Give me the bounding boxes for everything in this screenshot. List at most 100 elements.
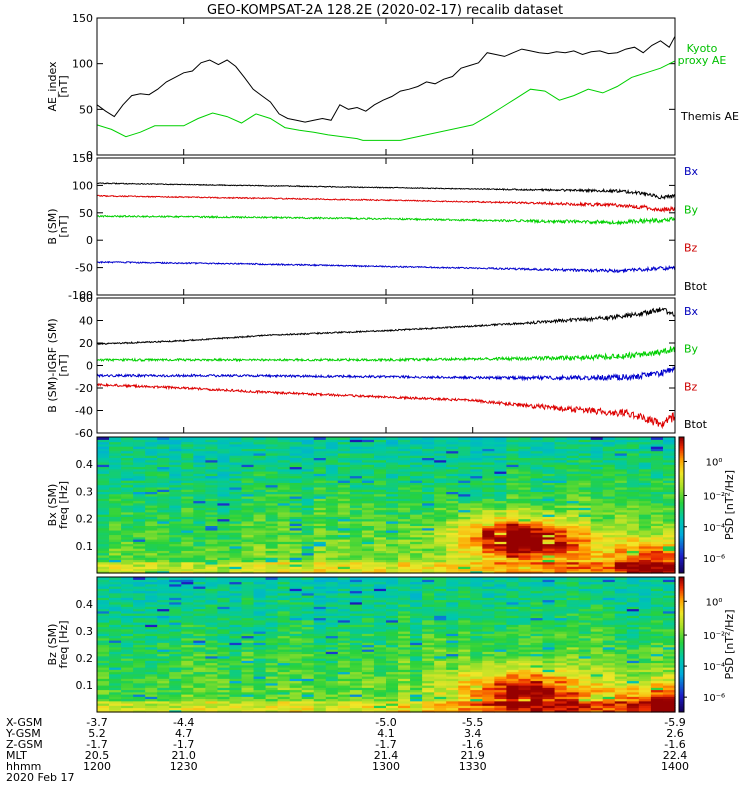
spectrogram-cell bbox=[361, 518, 375, 522]
spectrogram-cell bbox=[566, 525, 580, 529]
spectrogram-cell bbox=[301, 604, 315, 607]
spectrogram-cell bbox=[542, 557, 556, 560]
spectrogram-cell bbox=[506, 511, 520, 515]
spectrogram-cell bbox=[109, 461, 122, 465]
spectrogram-cell bbox=[578, 500, 592, 504]
spectrogram-cell bbox=[530, 548, 544, 551]
spectrogram-cell bbox=[578, 541, 592, 545]
spectrogram-cell bbox=[337, 651, 351, 655]
spectrogram-cell bbox=[458, 557, 471, 560]
spectrogram-cell bbox=[554, 500, 568, 504]
spectrogram-cell bbox=[217, 579, 231, 583]
spectrogram-cell bbox=[217, 599, 231, 603]
spectrogram-cell bbox=[361, 507, 375, 511]
spectrogram-cell bbox=[361, 694, 375, 697]
spectrogram-cell bbox=[121, 461, 134, 465]
spectrogram-cell bbox=[181, 615, 194, 619]
spectrogram-cell bbox=[386, 694, 399, 697]
spectrogram-cell bbox=[446, 554, 459, 558]
colorbar-bin bbox=[679, 447, 684, 450]
spectrogram-cell bbox=[253, 561, 267, 565]
spectrogram-cell bbox=[181, 480, 194, 483]
spectrogram-cell bbox=[530, 473, 544, 477]
spectrogram-cell bbox=[349, 452, 363, 456]
spectrogram-cell bbox=[193, 480, 206, 483]
spectrogram-cell bbox=[614, 550, 628, 554]
spectrogram-cell bbox=[217, 486, 231, 490]
spectrogram-cell bbox=[169, 642, 182, 646]
spectrogram-cell bbox=[97, 455, 110, 458]
spectrogram-cell bbox=[169, 619, 182, 623]
spectrogram-cell bbox=[337, 581, 351, 585]
spectrogram-cell bbox=[253, 552, 267, 556]
spectrogram-cell bbox=[386, 680, 399, 684]
spectrogram-cell bbox=[157, 525, 170, 529]
spectrogram-cell bbox=[398, 696, 411, 700]
spectrogram-cell bbox=[638, 457, 652, 461]
spectrogram-cell bbox=[602, 452, 616, 456]
spectrogram-cell bbox=[241, 557, 255, 560]
spectrogram-cell bbox=[506, 489, 520, 492]
spectrogram-cell bbox=[301, 676, 315, 679]
spectrogram-cell bbox=[229, 505, 243, 508]
spectrogram-cell bbox=[193, 649, 206, 652]
spectrogram-cell bbox=[422, 443, 435, 447]
spectrogram-cell bbox=[301, 705, 315, 709]
spectrogram-cell bbox=[289, 637, 303, 641]
spectrogram-cell bbox=[133, 617, 146, 621]
spectrogram-cell bbox=[470, 493, 483, 497]
spectrogram-cell bbox=[289, 520, 303, 524]
spectrogram-cell bbox=[662, 548, 676, 551]
spectrogram-cell bbox=[386, 518, 399, 522]
spectrogram-cell bbox=[277, 633, 291, 637]
spectrogram-cell bbox=[386, 568, 399, 572]
spectrogram-cell bbox=[650, 461, 664, 465]
spectrogram-cell bbox=[121, 655, 134, 659]
spectrogram-cell bbox=[229, 477, 243, 481]
spectrogram-cell bbox=[253, 613, 267, 616]
spectrogram-cell bbox=[181, 520, 194, 524]
spectrogram-cell bbox=[325, 601, 339, 605]
spectrogram-cell bbox=[373, 680, 387, 684]
spectrogram-cell bbox=[578, 446, 592, 449]
spectrogram-cell bbox=[446, 466, 459, 470]
spectrogram-cell bbox=[313, 671, 327, 675]
spectrogram-cell bbox=[626, 448, 640, 452]
spectrogram-cell bbox=[289, 502, 303, 506]
spectrogram-cell bbox=[289, 577, 303, 580]
spectrogram-cell bbox=[241, 653, 255, 657]
spectrogram-cell bbox=[662, 529, 676, 533]
spectrogram-cell bbox=[157, 500, 170, 504]
spectrogram-cell bbox=[289, 709, 303, 713]
spectrogram-cell bbox=[181, 568, 194, 572]
spectrogram-cell bbox=[217, 527, 231, 531]
spectrogram-cell bbox=[349, 554, 363, 558]
spectrogram-cell bbox=[277, 525, 291, 529]
spectrogram-cell bbox=[313, 570, 327, 574]
spectrogram-cell bbox=[518, 446, 532, 449]
spectrogram-cell bbox=[145, 459, 158, 463]
spectrogram-cell bbox=[554, 450, 568, 454]
spectrogram-cell bbox=[145, 477, 158, 481]
spectrogram-cell bbox=[181, 680, 194, 684]
spectrogram-cell bbox=[97, 459, 110, 463]
spectrogram-cell bbox=[506, 548, 520, 551]
spectrogram-cell bbox=[109, 577, 122, 580]
spectrogram-cell bbox=[133, 635, 146, 639]
spectrogram-cell bbox=[386, 495, 399, 499]
spectrogram-cell bbox=[157, 696, 170, 700]
spectrogram-cell bbox=[121, 649, 134, 652]
spectrogram-cell bbox=[289, 617, 303, 621]
spectrogram-cell bbox=[337, 477, 351, 481]
spectrogram-cell bbox=[470, 505, 483, 508]
spectrogram-cell bbox=[458, 622, 471, 625]
spectrogram-cell bbox=[109, 563, 122, 567]
spectrogram-cell bbox=[566, 437, 580, 440]
spectrogram-cell bbox=[410, 622, 423, 625]
spectrogram-cell bbox=[325, 680, 339, 684]
spectrogram-cell bbox=[482, 495, 495, 499]
spectrogram-cell bbox=[482, 477, 495, 481]
spectrogram-cell bbox=[193, 664, 206, 668]
spectrogram-cell bbox=[277, 619, 291, 623]
spectrogram-cell bbox=[325, 644, 339, 648]
